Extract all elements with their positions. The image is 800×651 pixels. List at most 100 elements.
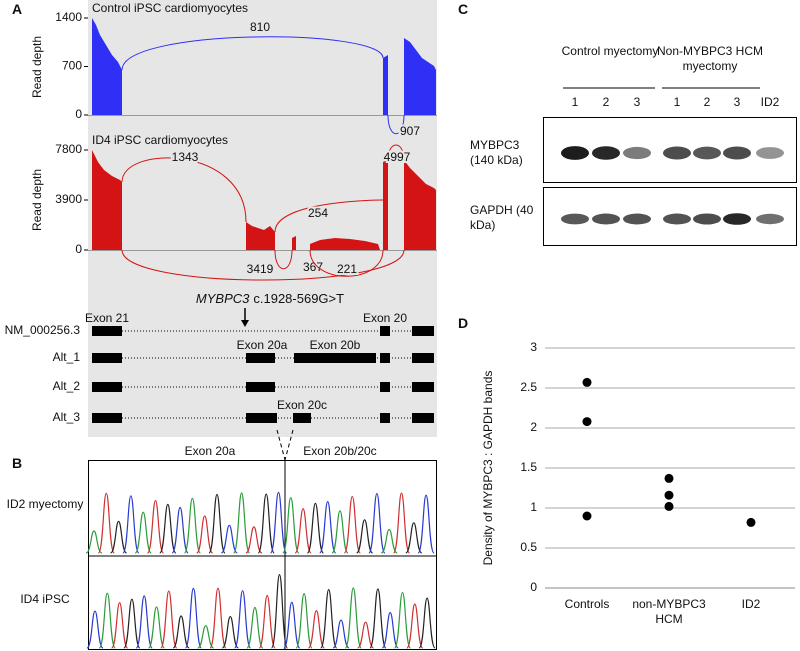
junction-count: 810 — [250, 20, 270, 34]
exon — [246, 413, 277, 423]
blot-band — [756, 213, 784, 225]
variant-title: MYBPC3 c.1928-569G>T — [196, 291, 344, 306]
trace-peak — [85, 530, 103, 554]
blot-band — [663, 213, 691, 225]
trace-peak — [220, 524, 238, 554]
protein-label: MYBPC3 (140 kDa) — [470, 138, 523, 167]
trace-peak — [135, 595, 153, 649]
trace-peak — [234, 590, 252, 649]
trace-peak — [245, 526, 263, 554]
lane-label: 2 — [603, 95, 610, 109]
exon — [92, 413, 122, 423]
blot-band — [723, 213, 751, 225]
trace-peak — [111, 602, 129, 649]
coverage — [383, 160, 388, 250]
trace-peak — [196, 515, 214, 554]
trace-peak — [110, 520, 128, 554]
y-tick-label: 2 — [530, 420, 537, 434]
exon-label: Exon 20c — [277, 398, 327, 412]
trace-peak — [159, 503, 177, 554]
trace-peak — [368, 492, 386, 554]
trace-peak — [343, 495, 361, 554]
y-tick-label: 700 — [62, 59, 82, 73]
exon — [246, 353, 275, 363]
trace-peak — [282, 496, 300, 554]
trace-peak — [123, 598, 141, 649]
y-tick-label: 3900 — [55, 192, 82, 206]
exon-label: Exon 20b — [310, 338, 361, 352]
group-label: Non-MYBPC3 HCM myectomy — [656, 44, 764, 73]
blot-band — [592, 146, 620, 160]
exon-label: Exon 20 — [363, 311, 407, 325]
y-tick-label: 2.5 — [520, 380, 537, 394]
junction-arc — [274, 249, 293, 270]
trace-peak — [97, 492, 115, 554]
trace-peak — [307, 610, 325, 649]
junction-arc — [121, 249, 405, 281]
y-tick-label: 7800 — [55, 142, 82, 156]
blot-band — [561, 146, 589, 160]
y-tick-label: 0 — [530, 580, 537, 594]
y-tick-label: 1 — [530, 500, 537, 514]
y-axis-label: Density of MYBPC3 : GAPDH bands — [481, 371, 495, 566]
y-tick-label: 1400 — [55, 10, 82, 24]
lane-label: 3 — [634, 95, 641, 109]
x-tick-label: non-MYBPC3 HCM — [632, 597, 706, 626]
exon — [294, 353, 376, 363]
variant-name: c.1928-569G>T — [253, 291, 344, 306]
blot-band — [623, 146, 651, 160]
data-point — [664, 490, 674, 500]
zoom-line — [276, 429, 286, 461]
trace-peak — [393, 591, 412, 649]
trace-peak — [357, 621, 374, 649]
junction-count: 4997 — [384, 150, 411, 164]
junction-arc — [387, 114, 405, 135]
y-axis-label: Read depth — [30, 36, 44, 98]
y-tick-label: 3 — [530, 340, 537, 354]
trace-peak — [319, 501, 337, 554]
trace-peak — [417, 494, 435, 554]
coverage — [310, 238, 380, 250]
panel-a-background — [88, 0, 437, 437]
data-point — [582, 417, 592, 427]
lane-label: ID2 — [761, 95, 780, 109]
coverage — [404, 160, 436, 250]
gene-name: MYBPC3 — [196, 291, 250, 306]
exon — [380, 413, 390, 423]
panel-label: C — [458, 1, 469, 17]
trace-peak — [258, 594, 276, 649]
coverage — [383, 55, 388, 115]
lane-label: 1 — [674, 95, 681, 109]
exon — [92, 326, 122, 336]
trace-peak — [295, 592, 313, 649]
zoom-line — [284, 429, 294, 461]
trace-peak — [197, 625, 214, 649]
panel-label: B — [12, 455, 23, 471]
trace-peak — [283, 601, 301, 649]
track-title: Control iPSC cardiomyocytes — [92, 1, 248, 15]
exon — [380, 353, 390, 363]
exon — [412, 353, 434, 363]
transcript-label: NM_000256.3 — [5, 323, 81, 337]
trace-peak — [208, 493, 226, 554]
blot-band — [561, 213, 589, 225]
x-tick-label: ID2 — [741, 597, 761, 611]
trace-peak — [356, 519, 374, 554]
trace-peak — [344, 587, 362, 649]
trace-peak — [418, 597, 436, 649]
trace-peak — [392, 492, 411, 554]
trace-peak — [171, 506, 189, 554]
region-label: Exon 20b/20c — [303, 444, 376, 458]
protein-label: GAPDH (40 kDa) — [470, 203, 534, 232]
y-tick-label: 1.5 — [520, 460, 537, 474]
trace-peak — [269, 491, 288, 554]
trace-peak — [294, 508, 312, 554]
junction-arc — [121, 157, 247, 223]
exon — [92, 353, 122, 363]
exon — [380, 382, 390, 392]
trace-peak — [270, 574, 289, 649]
track-title: ID4 iPSC cardiomyocytes — [92, 133, 228, 147]
transcript-label: Alt_3 — [53, 410, 81, 424]
exon — [293, 413, 311, 423]
